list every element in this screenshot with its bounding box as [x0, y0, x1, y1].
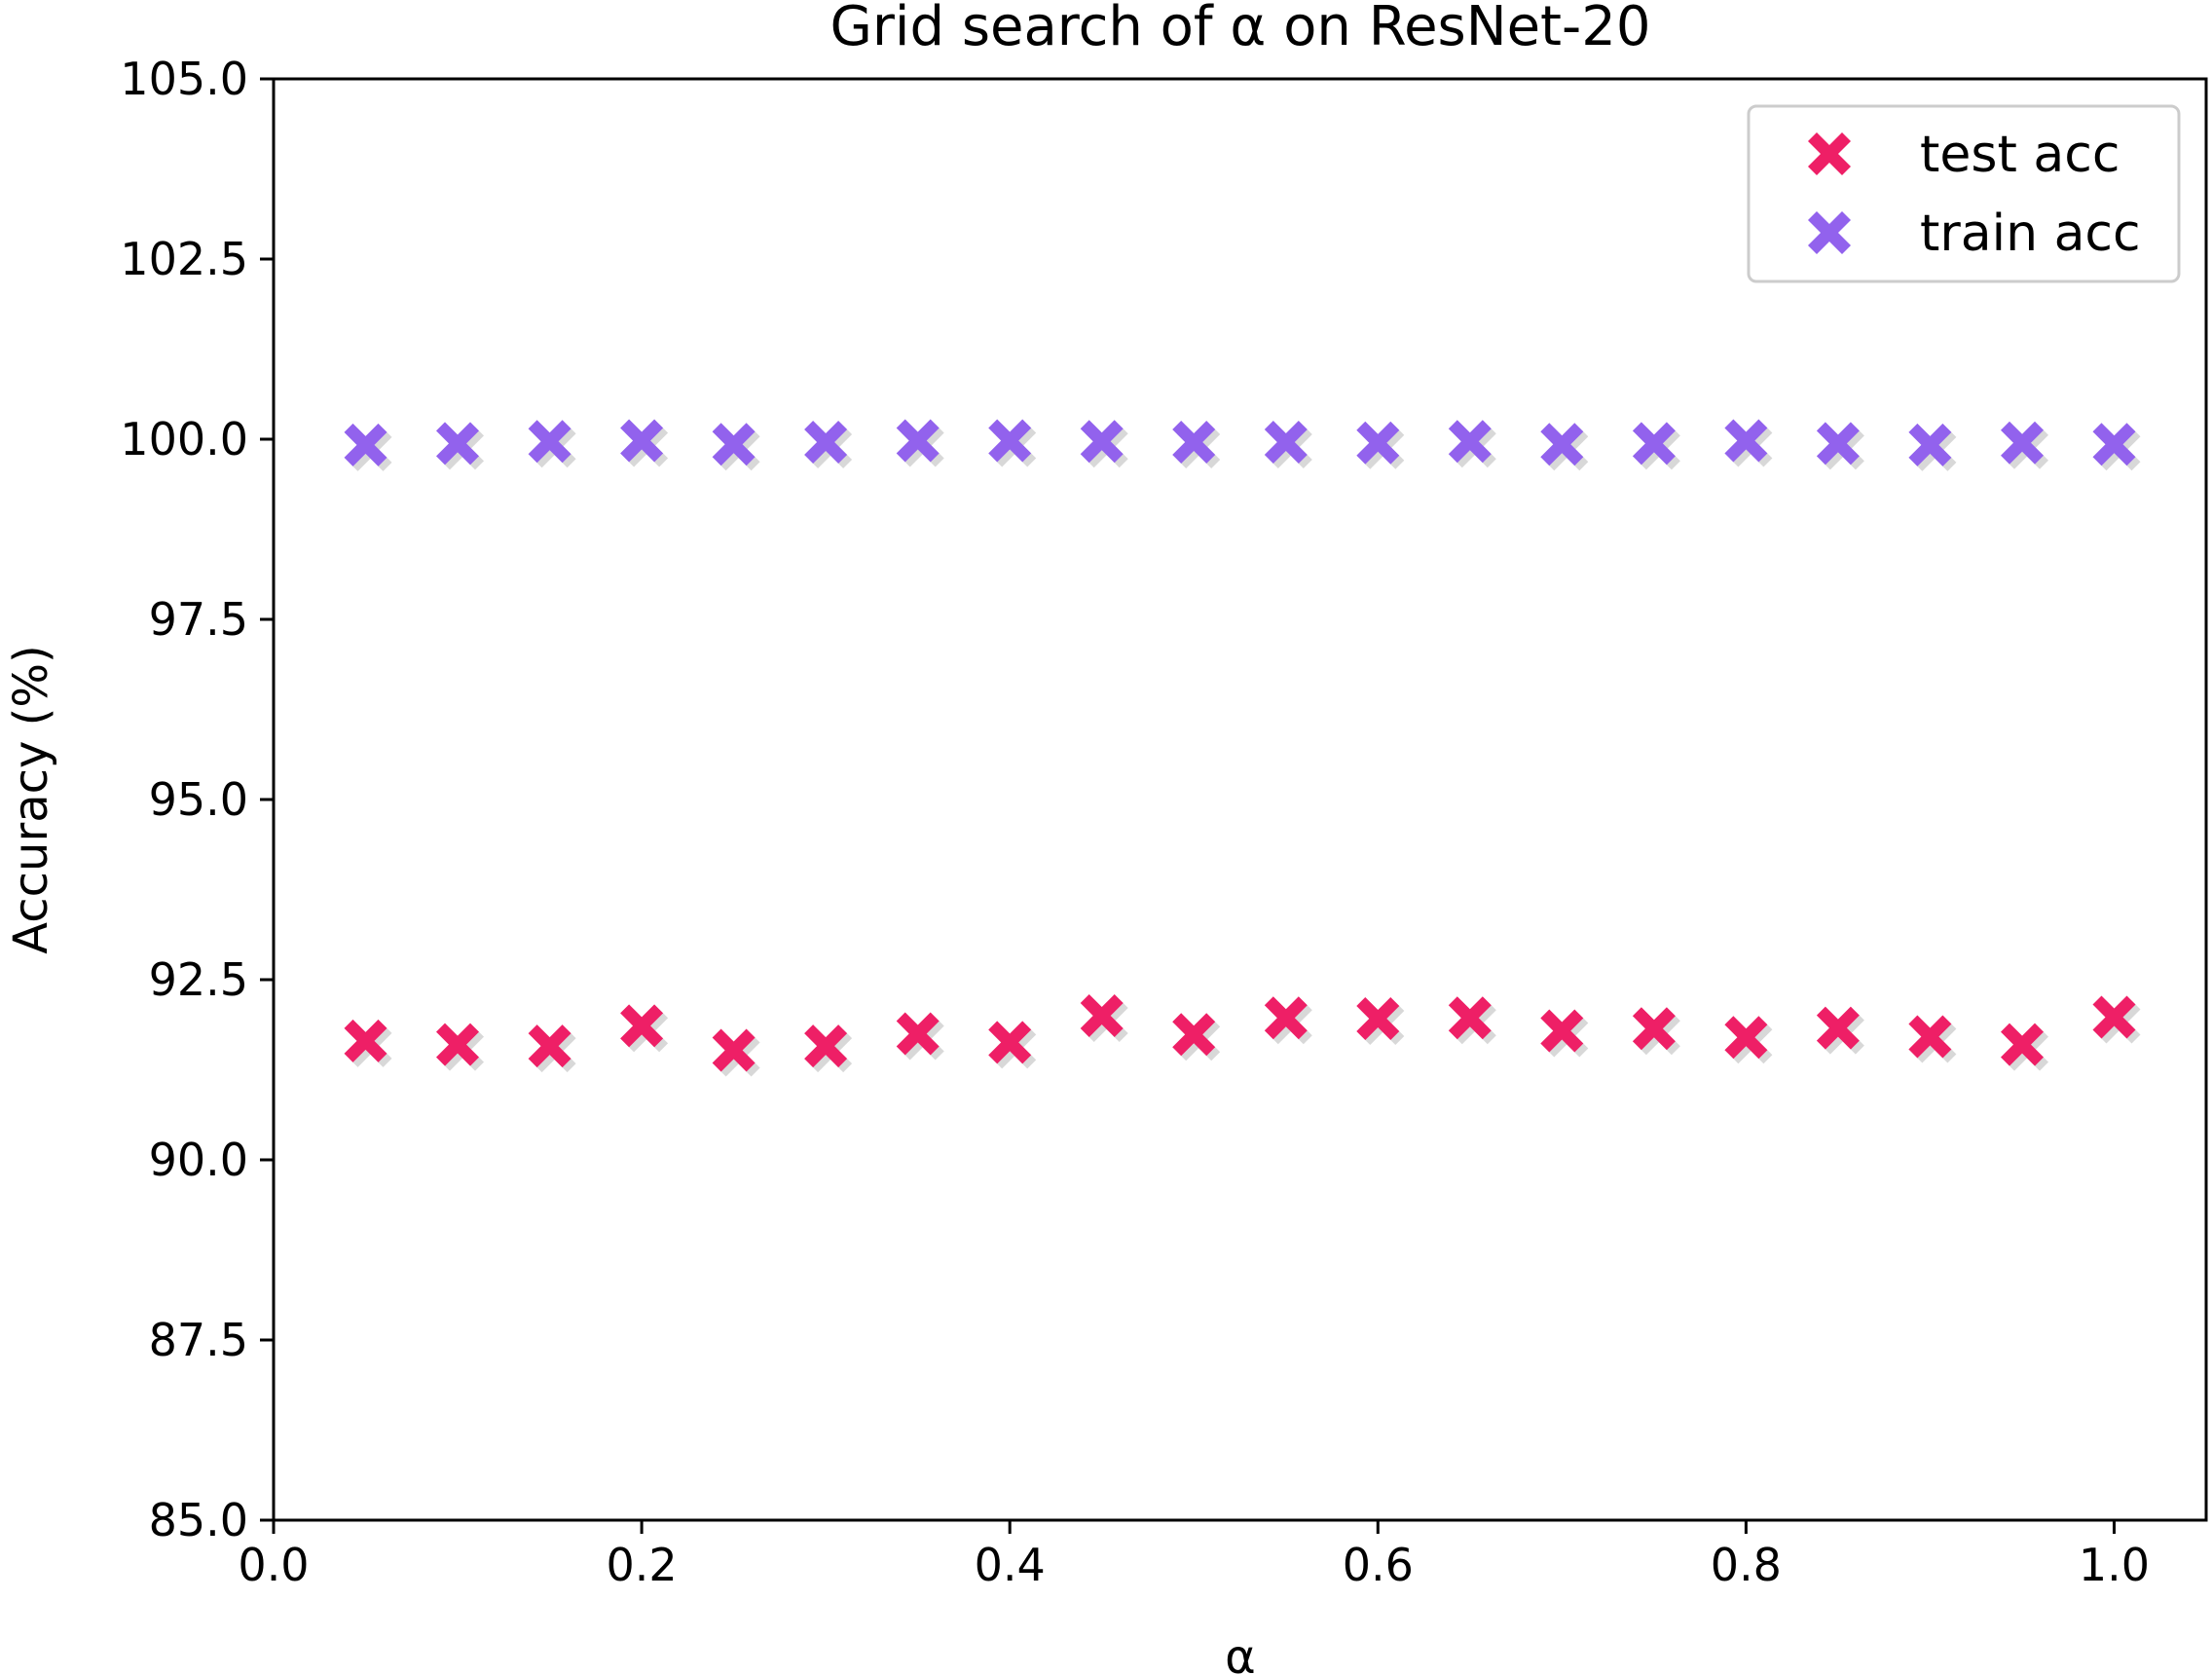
data-points: [344, 419, 2141, 1077]
test-acc-point: [896, 1012, 944, 1061]
test-acc-point: [1448, 996, 1496, 1045]
test-acc-point: [1632, 1007, 1680, 1056]
y-tick-label: 92.5: [149, 953, 248, 1006]
train-acc-point: [2001, 421, 2048, 469]
train-acc-point: [1724, 419, 1773, 467]
train-acc-point: [1632, 422, 1680, 470]
test-acc-point: [988, 1021, 1037, 1069]
test-acc-point: [1724, 1016, 1773, 1064]
y-tick-label: 102.5: [120, 233, 248, 285]
train-acc-point: [436, 422, 484, 470]
train-acc-point: [712, 423, 760, 471]
test-acc-point: [436, 1023, 484, 1071]
x-tick-label: 0.2: [607, 1539, 678, 1591]
train-acc-point: [1080, 420, 1128, 468]
train-acc-point: [1540, 423, 1589, 471]
train-acc-point: [1356, 421, 1405, 469]
x-tick-label: 0.8: [1711, 1539, 1782, 1591]
y-tick-label: 105.0: [120, 53, 248, 105]
test-acc-point: [2092, 995, 2141, 1044]
x-tick-label: 0.4: [975, 1539, 1046, 1591]
plot-frame: [272, 77, 2208, 1522]
test-acc-point: [344, 1019, 392, 1067]
train-acc-point: [344, 423, 392, 471]
x-tick-label: 0.6: [1343, 1539, 1414, 1591]
y-axis-label: Accuracy (%): [4, 645, 58, 953]
train-acc-point: [2092, 423, 2141, 471]
test-acc-point: [1908, 1015, 1957, 1063]
legend-marker: [1808, 211, 1851, 254]
test-acc-point: [1080, 994, 1128, 1042]
train-acc-point: [896, 419, 944, 467]
y-tick-label: 97.5: [149, 593, 248, 646]
y-tick-label: 95.0: [149, 773, 248, 826]
train-acc-point: [988, 419, 1037, 467]
test-acc-point: [1356, 997, 1405, 1045]
legend: test acc train acc: [1747, 104, 2181, 283]
test-acc-point: [620, 1004, 669, 1053]
axes: 0.0 0.2 0.4 0.6 0.8 1.0 85.0 87.5 90.0 92.5 95.0 97…: [120, 53, 2150, 1591]
x-tick-label: 0.0: [238, 1539, 309, 1591]
chart-title: Grid search of α on ResNet-20: [830, 0, 1651, 58]
train-acc-point: [1908, 423, 1957, 471]
train-acc-point: [1264, 421, 1312, 468]
test-acc-point: [1172, 1013, 1221, 1061]
x-axis-label: α: [1225, 1630, 1256, 1675]
y-tick-label: 87.5: [149, 1314, 248, 1366]
train-acc-point: [620, 419, 669, 467]
y-tick-label: 85.0: [149, 1494, 248, 1546]
train-acc-point: [528, 420, 576, 468]
train-acc-point: [1816, 422, 1864, 470]
y-tick-label: 100.0: [120, 413, 248, 465]
x-tick-label: 1.0: [2079, 1539, 2150, 1591]
test-acc-point: [1816, 1006, 1864, 1055]
train-acc-point: [1172, 421, 1221, 468]
test-acc-point: [528, 1024, 576, 1073]
legend-box: [1747, 104, 2181, 283]
test-acc-point: [2001, 1023, 2048, 1071]
legend-marker: [1808, 132, 1851, 175]
legend-label: train acc: [1920, 205, 2141, 263]
test-acc-point: [712, 1028, 760, 1077]
test-acc-point: [1540, 1009, 1589, 1058]
legend-item-train-acc: train acc: [1808, 205, 2141, 263]
train-acc-point: [1448, 420, 1496, 468]
legend-label: test acc: [1920, 126, 2120, 184]
y-tick-label: 90.0: [149, 1134, 248, 1186]
legend-item-test-acc: test acc: [1808, 126, 2120, 184]
test-acc-point: [1264, 996, 1312, 1045]
train-acc-point: [804, 421, 853, 468]
test-acc-point: [804, 1024, 853, 1073]
